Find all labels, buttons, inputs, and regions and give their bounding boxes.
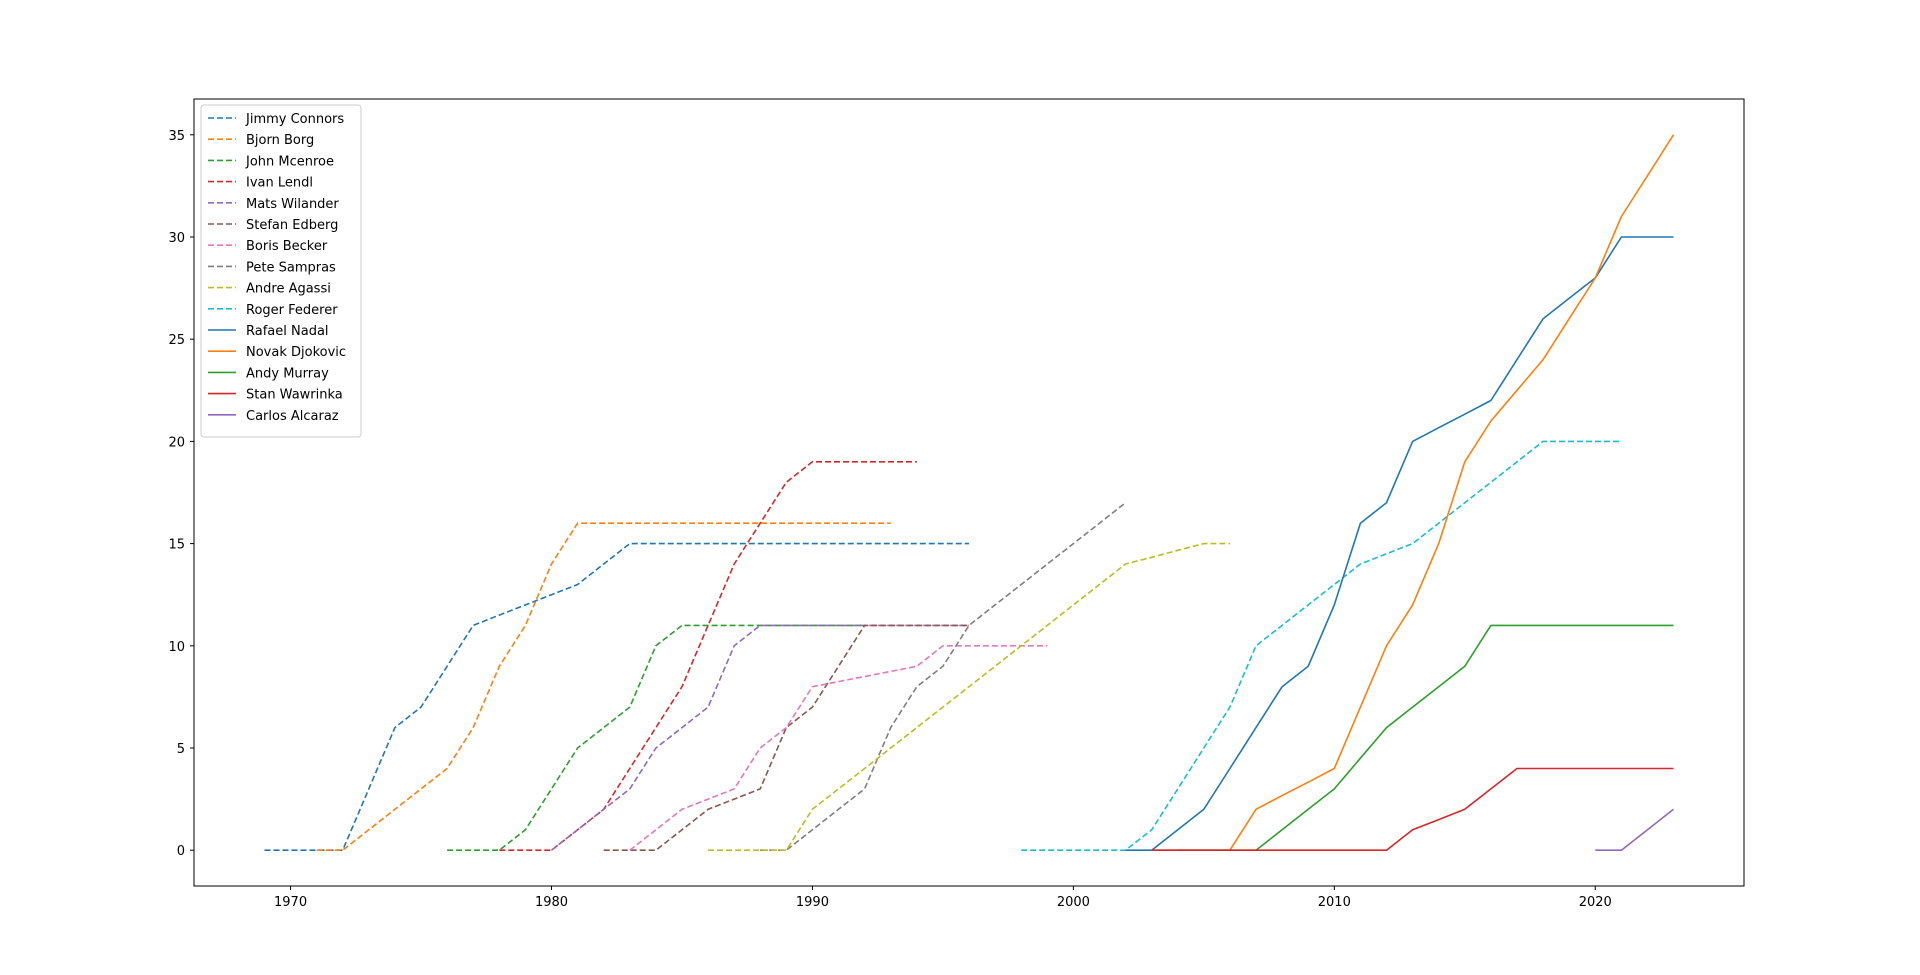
legend-label-john-mcenroe: John Mcenroe [245, 154, 334, 169]
legend-label-pete-sampras: Pete Sampras [246, 260, 336, 275]
series-line-novak-djokovic [1151, 134, 1675, 852]
legend-label-andy-murray: Andy Murray [246, 366, 329, 381]
x-tick-label: 1990 [796, 895, 829, 910]
series-line-carlos-alcaraz [1595, 808, 1674, 852]
y-tick-label: 30 [168, 231, 185, 246]
x-axis: 1970 1980 1990 2000 2010 2020 [274, 886, 1612, 910]
y-tick-label: 10 [168, 640, 185, 655]
legend-label-mats-wilander: Mats Wilander [246, 197, 339, 212]
legend-label-ivan-lendl: Ivan Lendl [246, 176, 313, 191]
legend-label-jimmy-connors: Jimmy Connors [245, 112, 344, 127]
series-line-john-mcenroe [447, 624, 865, 852]
series-line-rafael-nadal [1125, 236, 1674, 852]
series-line-roger-federer [1021, 440, 1622, 852]
y-tick-label: 25 [168, 333, 185, 348]
y-tick-label: 20 [168, 435, 185, 450]
series-line-stefan-edberg [603, 624, 969, 852]
legend-label-stefan-edberg: Stefan Edberg [246, 218, 338, 233]
series-line-andre-agassi [708, 542, 1230, 852]
y-tick-label: 35 [168, 129, 185, 144]
x-tick-label: 2020 [1579, 895, 1612, 910]
legend-label-stan-wawrinka: Stan Wawrinka [246, 388, 343, 403]
y-tick-label: 5 [177, 742, 185, 757]
x-tick-label: 2010 [1318, 895, 1351, 910]
y-axis: 0 5 10 15 20 25 30 35 [168, 129, 194, 859]
plot-frame [193, 98, 1745, 887]
legend-label-roger-federer: Roger Federer [246, 303, 338, 318]
x-tick-label: 1970 [274, 895, 307, 910]
legend-label-bjorn-borg: Bjorn Borg [246, 133, 314, 148]
x-tick-label: 2000 [1057, 895, 1090, 910]
y-tick-label: 15 [168, 538, 185, 553]
series-lines [264, 134, 1675, 852]
legend-label-novak-djokovic: Novak Djokovic [246, 345, 346, 360]
legend-label-rafael-nadal: Rafael Nadal [246, 324, 329, 339]
legend-box [200, 104, 362, 438]
series-line-andy-murray [1177, 624, 1674, 852]
y-tick-label: 0 [177, 844, 185, 859]
series-line-bjorn-borg [316, 522, 891, 852]
legend-label-andre-agassi: Andre Agassi [246, 282, 331, 297]
legend-label-carlos-alcaraz: Carlos Alcaraz [246, 409, 339, 424]
series-line-stan-wawrinka [1151, 767, 1674, 852]
series-line-pete-sampras [760, 502, 1127, 852]
series-line-boris-becker [629, 644, 1048, 851]
legend-label-boris-becker: Boris Becker [246, 239, 328, 254]
legend: Jimmy Connors Bjorn Borg John Mcenroe Ivan … [200, 104, 362, 438]
series-line-jimmy-connors [264, 542, 969, 852]
x-tick-label: 1980 [535, 895, 568, 910]
